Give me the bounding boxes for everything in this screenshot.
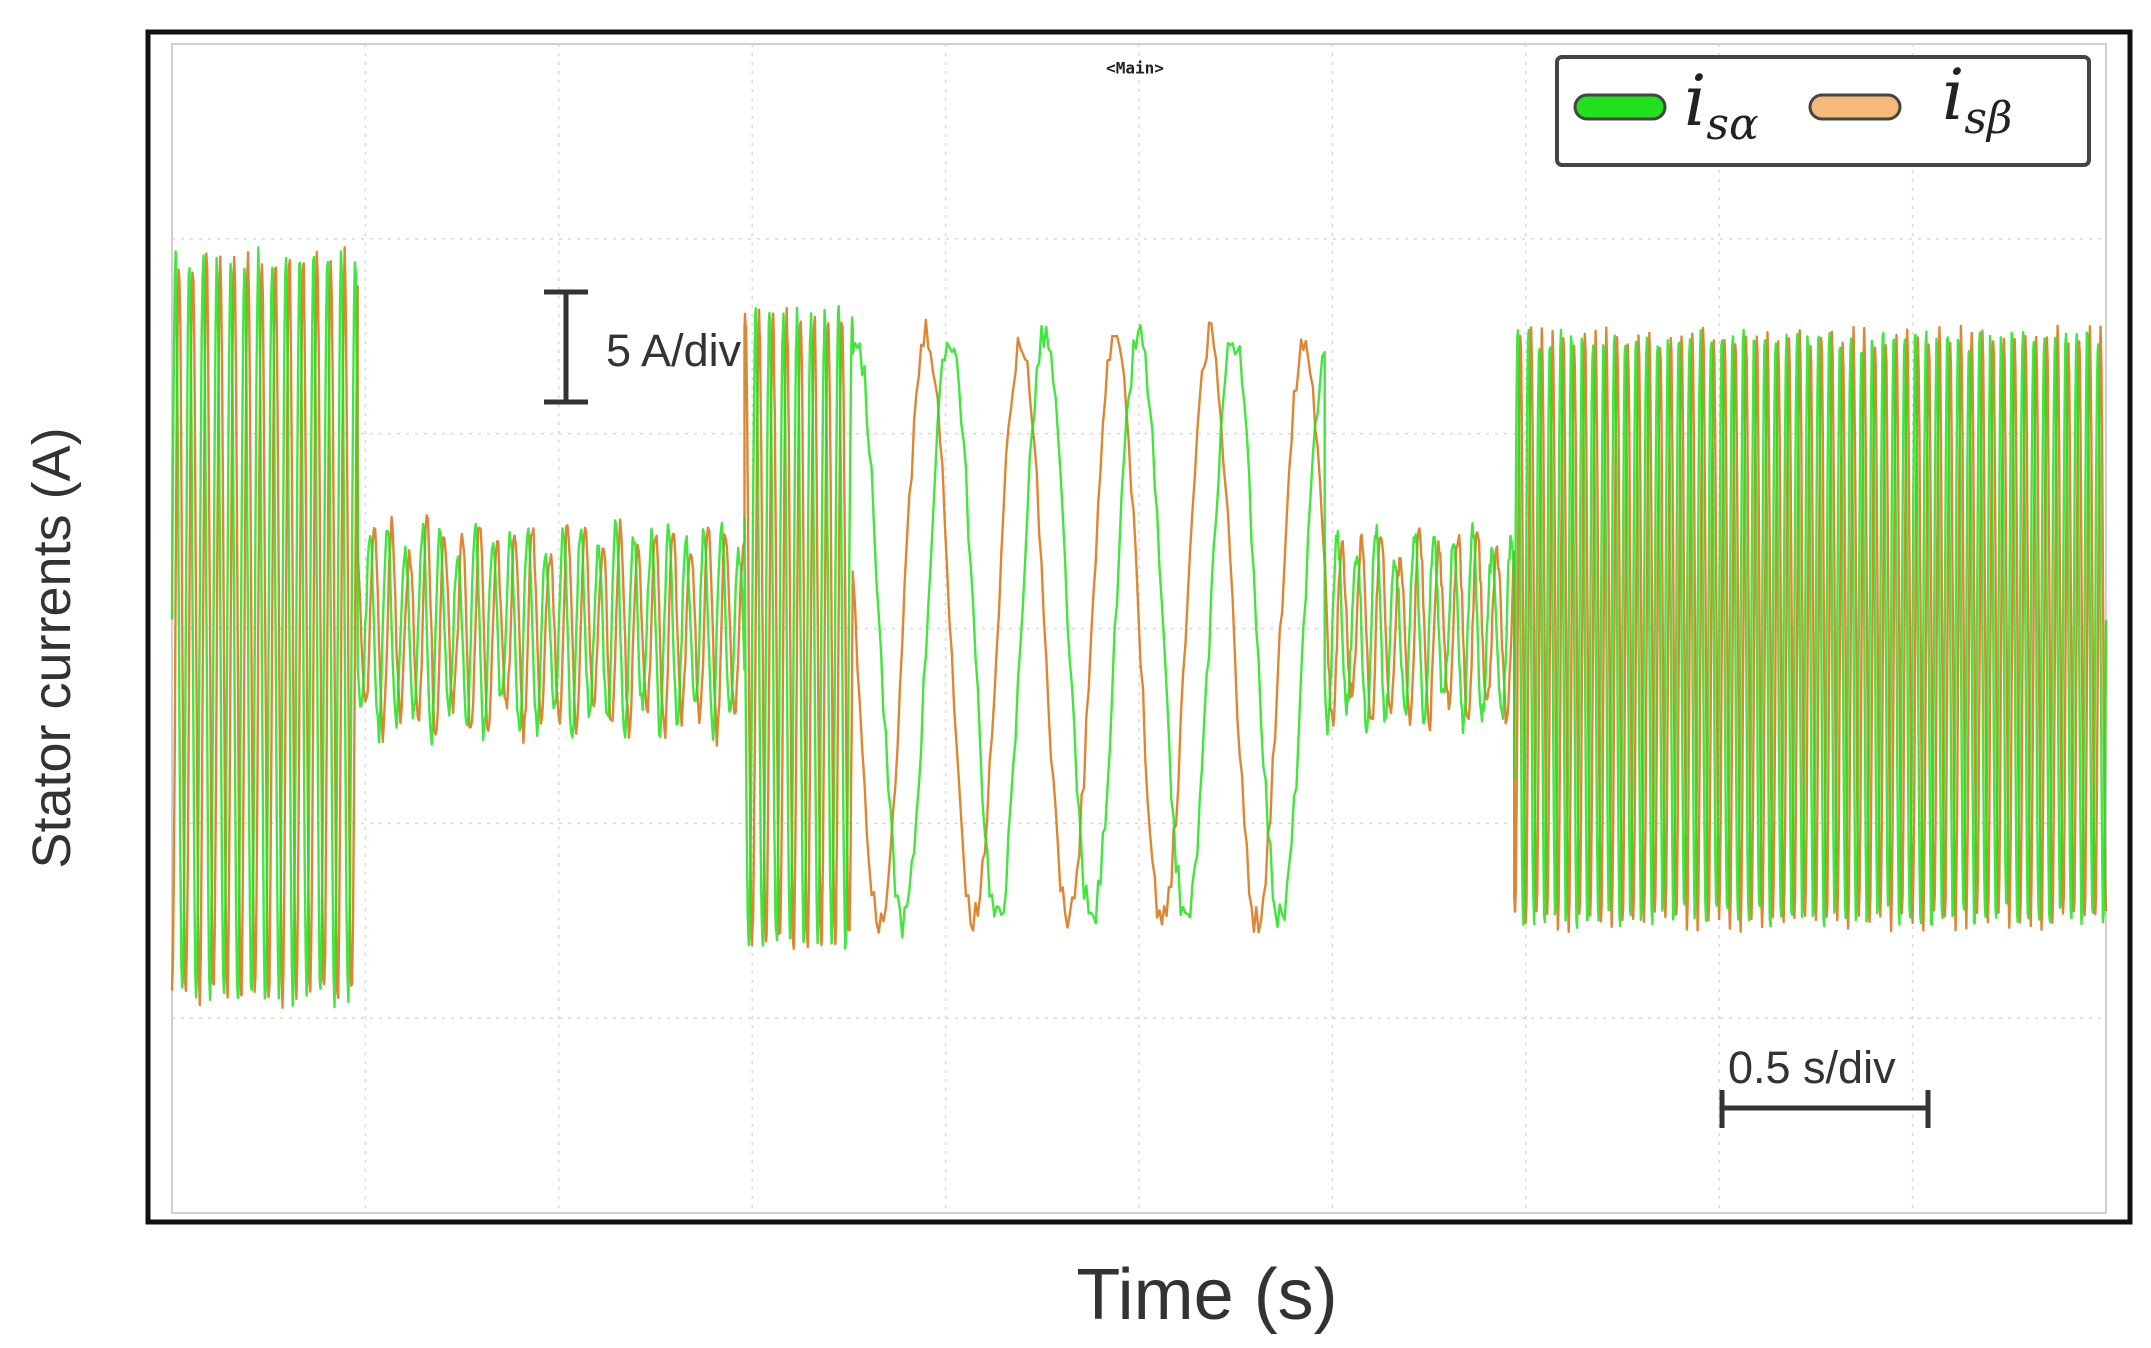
- series-line-isa: [170, 246, 2108, 1009]
- legend-label-isa: isα: [1684, 60, 1759, 150]
- legend-swatch-isa: [1573, 93, 1667, 121]
- series-line-isb: [170, 246, 2108, 1009]
- x-axis-label: Time (s): [1076, 1255, 1338, 1335]
- series-layer: [170, 246, 2108, 1009]
- legend-label-isb: isβ: [1942, 54, 2013, 144]
- x-scale-bar: [1719, 1090, 1931, 1128]
- y-scale-label: 5 A/div: [606, 325, 742, 376]
- panel-tag: <Main>: [1106, 58, 1164, 78]
- y-scale-bar: [544, 289, 588, 405]
- x-scale-label: 0.5 s/div: [1728, 1042, 1896, 1093]
- legend-swatch-isb: [1808, 93, 1902, 121]
